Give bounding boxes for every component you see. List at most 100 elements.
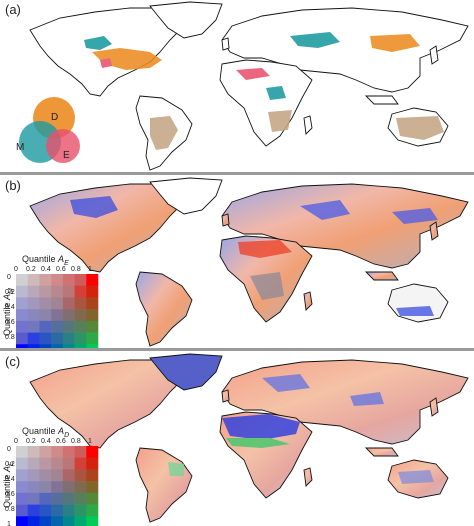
madagascar bbox=[303, 291, 313, 311]
legend-cell bbox=[74, 446, 87, 459]
y-tick: 0 bbox=[7, 446, 11, 453]
legend-cell bbox=[39, 285, 52, 298]
patch-blue-na bbox=[70, 196, 118, 218]
legend-cell bbox=[39, 481, 52, 494]
uk bbox=[221, 389, 230, 403]
legend-cell bbox=[62, 274, 75, 287]
legend-cell bbox=[86, 469, 99, 482]
legend-cell bbox=[51, 504, 64, 517]
x-tick: 0.6 bbox=[56, 266, 66, 273]
legend-cell bbox=[86, 297, 99, 310]
venn-diagram: D M E bbox=[16, 97, 80, 163]
panel-a: D M E (a) bbox=[0, 0, 474, 172]
legend-cell bbox=[74, 344, 87, 348]
legend-cell bbox=[86, 320, 99, 333]
legend-cell bbox=[27, 446, 40, 459]
legend-cell bbox=[86, 446, 99, 459]
legend-cell bbox=[39, 309, 52, 322]
legend-cell bbox=[16, 516, 29, 526]
legend-cell bbox=[74, 309, 87, 322]
legend-cell bbox=[74, 516, 87, 526]
north-america bbox=[29, 359, 191, 449]
legend-grid-b: 0 0.2 0.4 0.6 0.8 1 0 0.2 0.4 0.6 0.8 1 bbox=[5, 266, 99, 348]
north-america bbox=[29, 183, 191, 273]
panel-label-b: (b) bbox=[5, 178, 21, 193]
legend-cell bbox=[74, 481, 87, 494]
legend-cell bbox=[39, 446, 52, 459]
legend-cell bbox=[16, 469, 29, 482]
legend-cell bbox=[86, 285, 99, 298]
x-tick: 0 bbox=[14, 438, 18, 445]
x-tick: 0.8 bbox=[71, 438, 81, 445]
legend-x-title: Quantile AE bbox=[22, 254, 69, 267]
patch-tan-sa bbox=[150, 116, 178, 150]
patch-blue-asia bbox=[300, 200, 350, 220]
legend-x-ticks: 0 0.2 0.4 0.6 0.8 1 bbox=[14, 266, 92, 273]
legend-cell bbox=[51, 481, 64, 494]
greenland bbox=[149, 353, 223, 391]
japan bbox=[429, 45, 439, 65]
panel-c: (c) Quantile AD Quantile AE 0 0.2 0.4 0.… bbox=[0, 352, 474, 526]
map-patches-c bbox=[168, 374, 434, 484]
legend-cell bbox=[62, 332, 75, 345]
uk bbox=[221, 37, 230, 51]
venn-circle-e bbox=[46, 129, 80, 163]
venn-label-e: E bbox=[63, 150, 70, 161]
legend-cell bbox=[51, 344, 64, 348]
patch-blue-asia2 bbox=[392, 208, 438, 224]
legend-cell bbox=[86, 457, 99, 470]
legend-cell bbox=[74, 320, 87, 333]
legend-cell bbox=[27, 332, 40, 345]
patch-red-sahara bbox=[238, 240, 292, 258]
legend-cell bbox=[16, 285, 29, 298]
legend-cell bbox=[86, 274, 99, 287]
legend-cell bbox=[39, 504, 52, 517]
legend-cell bbox=[51, 297, 64, 310]
legend-cell bbox=[62, 309, 75, 322]
y-tick: 0.2 bbox=[5, 461, 15, 468]
legend-cell bbox=[51, 446, 64, 459]
legend-cell bbox=[27, 516, 40, 526]
legend-cell bbox=[27, 492, 40, 505]
patch-tan-australia bbox=[396, 116, 444, 140]
legend-cell bbox=[16, 481, 29, 494]
legend-cells bbox=[16, 274, 99, 348]
legend-cell bbox=[39, 320, 52, 333]
venn-label-d: D bbox=[51, 112, 58, 123]
patch-teal-africa bbox=[266, 86, 286, 100]
y-tick: 0.4 bbox=[5, 476, 15, 483]
legend-cell bbox=[74, 297, 87, 310]
x-tick: 0.4 bbox=[41, 438, 51, 445]
legend-x-ticks: 0 0.2 0.4 0.6 0.8 1 bbox=[14, 438, 92, 445]
legend-cell bbox=[74, 332, 87, 345]
legend-cell bbox=[86, 492, 99, 505]
patch-grey-africa bbox=[250, 272, 284, 300]
y-tick: 0.4 bbox=[5, 304, 15, 311]
y-tick: 0 bbox=[7, 274, 11, 281]
japan bbox=[429, 397, 439, 417]
patch-blue-aus bbox=[398, 470, 434, 484]
legend-cell bbox=[27, 457, 40, 470]
japan bbox=[429, 221, 439, 241]
legend-cell bbox=[86, 481, 99, 494]
indonesia bbox=[364, 95, 399, 105]
south-america bbox=[135, 271, 193, 347]
patch-tan-africa bbox=[268, 110, 292, 132]
y-tick: 1 bbox=[7, 521, 11, 526]
madagascar bbox=[303, 467, 313, 487]
legend-y-ticks: 0 0.2 0.4 0.6 0.8 1 bbox=[5, 274, 15, 341]
indonesia bbox=[364, 271, 399, 281]
legend-cell bbox=[39, 297, 52, 310]
map-patches-b bbox=[70, 196, 438, 316]
legend-cell bbox=[16, 309, 29, 322]
patch-blue-asia bbox=[262, 374, 310, 392]
legend-cell bbox=[62, 469, 75, 482]
legend-cell bbox=[86, 516, 99, 526]
legend-cell bbox=[74, 504, 87, 517]
legend-cell bbox=[27, 344, 40, 348]
legend-cell bbox=[39, 457, 52, 470]
x-tick: 0.8 bbox=[71, 266, 81, 273]
world-map-b bbox=[29, 177, 469, 347]
patch-orange-asia bbox=[370, 34, 420, 52]
legend-cell bbox=[16, 320, 29, 333]
